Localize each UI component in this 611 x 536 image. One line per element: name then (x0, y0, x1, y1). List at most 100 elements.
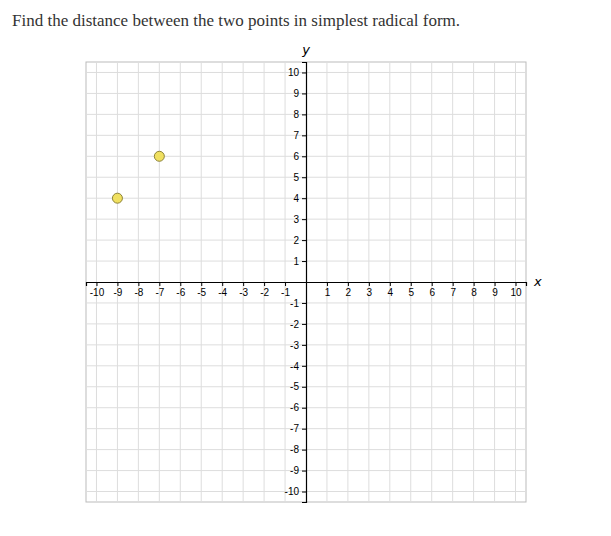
y-axis-tick-mark (302, 198, 306, 199)
x-axis-tick-label: -7 (155, 287, 164, 298)
y-axis-tick: 7 (293, 130, 306, 141)
y-axis-tick-mark (302, 492, 306, 493)
y-axis-tick-label: -6 (290, 402, 299, 413)
x-axis-tick: -9 (113, 282, 122, 298)
y-axis-tick-label: -10 (285, 486, 300, 497)
x-axis-tick-label: 8 (471, 287, 477, 298)
y-axis-line (302, 63, 307, 503)
x-axis-tick: 8 (471, 282, 477, 298)
x-axis-tick-label: -3 (239, 287, 248, 298)
x-axis-tick-mark (390, 282, 391, 286)
y-axis-tick-mark (302, 345, 306, 346)
y-axis-tick-label: 9 (293, 88, 299, 99)
y-axis: -10-9-8-7-6-5-4-3-2-112345678910 (285, 63, 307, 503)
y-axis-tick: 5 (293, 172, 306, 183)
x-axis-tick-label: 3 (367, 287, 373, 298)
y-axis-tick-label: -2 (290, 319, 299, 330)
x-axis-tick-mark (516, 282, 517, 286)
y-axis-tick-mark (302, 219, 306, 220)
y-axis-tick-label: 3 (293, 214, 299, 225)
x-axis-tick-mark (369, 282, 370, 286)
x-axis-tick: 9 (492, 282, 498, 298)
x-axis-tick: -1 (281, 282, 290, 298)
y-axis-tick-mark (302, 429, 306, 430)
x-axis-tick-label: -1 (281, 287, 290, 298)
x-axis-tick: -5 (197, 282, 206, 298)
y-axis-tick-label: 8 (293, 109, 299, 120)
x-axis-tick: -7 (155, 282, 164, 298)
x-axis-tick: 4 (388, 282, 394, 298)
y-axis-tick: -7 (290, 423, 306, 434)
x-axis-tick-label: 7 (450, 287, 456, 298)
y-axis-tick-label: -9 (290, 465, 299, 476)
x-axis-tick: -4 (218, 282, 227, 298)
x-axis-tick: 1 (325, 282, 331, 298)
y-axis-tick-label: -4 (290, 361, 299, 372)
y-axis-tick: 10 (288, 67, 306, 78)
point (154, 151, 164, 161)
x-axis-tick-mark (138, 282, 139, 286)
y-axis-tick: 6 (293, 151, 306, 162)
x-axis-tick-label: 5 (408, 287, 414, 298)
y-axis-tick: 8 (293, 109, 306, 120)
x-axis-tick-mark (495, 282, 496, 286)
x-axis-tick: 10 (510, 282, 522, 298)
y-axis-tick-mark (302, 114, 306, 115)
x-axis-tick-mark (432, 282, 433, 286)
x-axis-tick-label: 4 (388, 287, 394, 298)
x-axis-tick: 2 (346, 282, 352, 298)
y-axis-tick: -6 (290, 402, 306, 413)
y-axis-tick-mark (302, 408, 306, 409)
x-axis-tick-mark (474, 282, 475, 286)
x-axis-tick-label: -8 (134, 287, 143, 298)
y-axis-tick-mark (302, 240, 306, 241)
x-axis-tick: -8 (134, 282, 143, 298)
y-axis-tick: 4 (293, 193, 306, 204)
x-axis-tick-mark (222, 282, 223, 286)
x-axis-tick-mark (285, 282, 286, 286)
y-axis-tick-mark (302, 387, 306, 388)
x-axis-tick-mark (180, 282, 181, 286)
x-axis-tick: 5 (408, 282, 414, 298)
y-axis-tick-label: -7 (290, 423, 299, 434)
x-axis-tick-mark (117, 282, 118, 286)
x-axis-tick-mark (96, 282, 97, 286)
y-axis-tick-mark (302, 303, 306, 304)
x-axis-tick-mark (453, 282, 454, 286)
y-axis-tick-mark (302, 366, 306, 367)
x-axis-tick-label: -5 (197, 287, 206, 298)
y-axis-tick: 3 (293, 214, 306, 225)
x-axis-tick-label: -10 (90, 287, 105, 298)
y-axis-tick-mark (302, 135, 306, 136)
y-axis-tick: -1 (290, 298, 306, 309)
y-axis-tick-mark (302, 156, 306, 157)
y-axis-tick: -10 (285, 486, 306, 497)
x-axis-tick: -10 (90, 282, 105, 298)
x-axis-tick-mark (327, 282, 328, 286)
x-axis-tick-label: 9 (492, 287, 498, 298)
x-axis-tick-label: 10 (510, 287, 522, 298)
y-axis-tick: -3 (290, 340, 306, 351)
chart: Find the distance between the two points… (0, 0, 611, 536)
y-axis-tick: 2 (293, 235, 306, 246)
y-axis-tick-label: 2 (293, 235, 299, 246)
x-axis-tick-label: -2 (260, 287, 269, 298)
y-axis-tick-mark (302, 93, 306, 94)
y-axis-tick: -4 (290, 361, 306, 372)
point (112, 193, 122, 203)
plot: -10-9-8-7-6-5-4-3-2-112345678910-10-9-8-… (86, 42, 542, 503)
y-axis-tick: -9 (290, 465, 306, 476)
x-axis-tick-mark (264, 282, 265, 286)
y-axis-tick: -8 (290, 444, 306, 455)
x-axis-tick-mark (348, 282, 349, 286)
y-axis-tick-label: 6 (293, 151, 299, 162)
x-axis-tick-label: -6 (176, 287, 185, 298)
x-axis-tick-label: -9 (113, 287, 122, 298)
x-axis-tick: 3 (367, 282, 373, 298)
y-axis-tick-mark (302, 72, 306, 73)
x-axis-tick: 7 (450, 282, 456, 298)
y-axis-tick-label: 5 (293, 172, 299, 183)
y-axis-tick-label: -3 (290, 340, 299, 351)
points (112, 151, 164, 203)
x-axis-tick: 6 (429, 282, 435, 298)
